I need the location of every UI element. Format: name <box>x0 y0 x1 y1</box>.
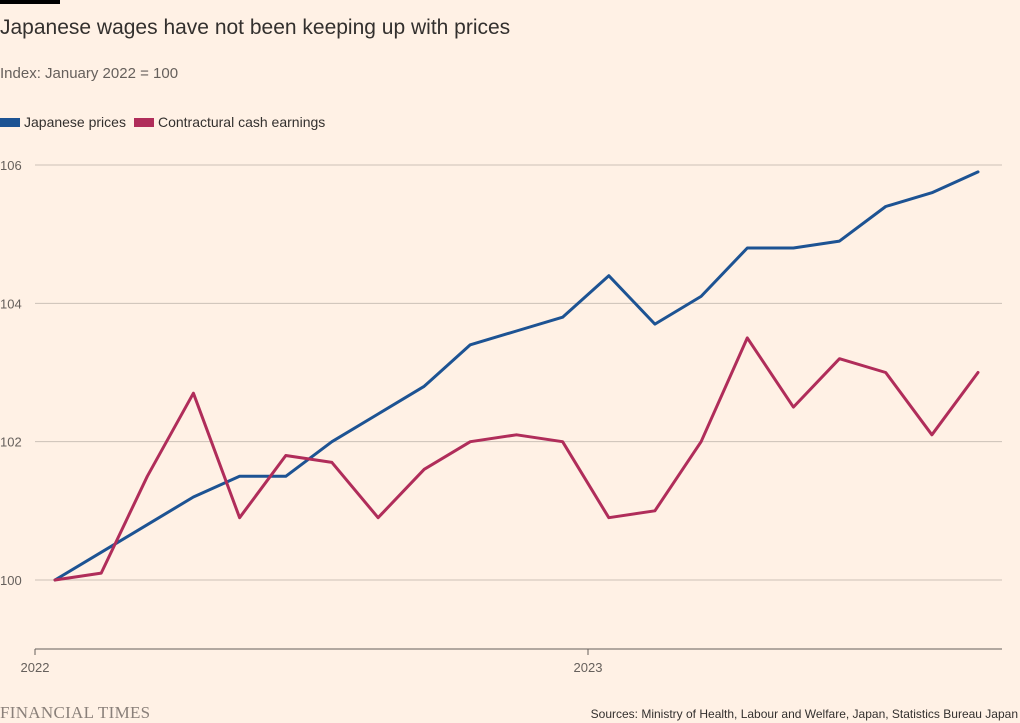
legend-label-earnings: Contractural cash earnings <box>157 114 326 130</box>
y-tick-label: 104 <box>0 296 22 311</box>
chart-legend: Japanese prices Contractural cash earnin… <box>0 114 333 130</box>
y-tick-label: 102 <box>0 435 22 450</box>
x-tick-label: 2023 <box>574 660 603 675</box>
ft-logo: FINANCIAL TIMES <box>0 703 151 722</box>
x-tick-label: 2022 <box>21 660 50 675</box>
series-line-prices <box>53 170 980 582</box>
chart-title: Japanese wages have not been keeping up … <box>0 16 511 39</box>
source-note: Sources: Ministry of Health, Labour and … <box>590 707 1018 721</box>
legend-item-prices: Japanese prices <box>0 114 126 130</box>
chart-subtitle: Index: January 2022 = 100 <box>0 65 179 82</box>
y-tick-label: 100 <box>0 573 22 588</box>
series-line-earnings <box>53 336 980 582</box>
brand-top-bar <box>0 0 60 4</box>
legend-label-prices: Japanese prices <box>24 114 126 130</box>
line-chart: 100 102 104 106 2022 2023 <box>0 158 1002 675</box>
legend-swatch-prices <box>0 117 20 127</box>
legend-swatch-earnings <box>133 117 154 127</box>
y-tick-label: 106 <box>0 158 22 173</box>
legend-item-earnings: Contractural cash earnings <box>133 114 326 130</box>
